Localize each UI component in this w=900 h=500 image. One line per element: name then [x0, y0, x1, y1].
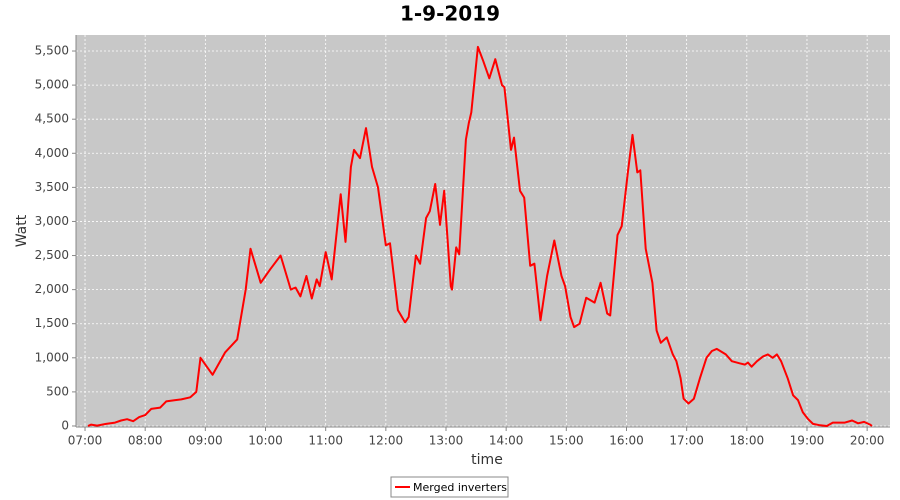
- x-tick-label: 08:00: [128, 434, 163, 448]
- legend-label: Merged inverters: [413, 481, 507, 494]
- x-tick-label: 12:00: [369, 434, 404, 448]
- x-tick-label: 20:00: [850, 434, 885, 448]
- x-tick-label: 15:00: [549, 434, 584, 448]
- y-tick-label: 2,000: [35, 282, 69, 296]
- x-tick-label: 11:00: [308, 434, 343, 448]
- y-tick-label: 4,000: [35, 146, 69, 160]
- y-tick-label: 1,500: [35, 316, 69, 330]
- x-tick-label: 10:00: [248, 434, 283, 448]
- y-tick-label: 3,500: [35, 180, 69, 194]
- y-tick-label: 5,500: [35, 44, 69, 58]
- x-tick-label: 09:00: [188, 434, 223, 448]
- y-tick-label: 2,500: [35, 248, 69, 262]
- plot-area: [76, 35, 890, 427]
- chart-title: 1-9-2019: [400, 2, 500, 26]
- legend: [390, 476, 509, 498]
- data-line: [87, 45, 873, 427]
- x-tick-label: 18:00: [730, 434, 765, 448]
- x-tick-label: 13:00: [429, 434, 464, 448]
- y-tick-label: 5,000: [35, 78, 69, 92]
- x-tick-label: 19:00: [790, 434, 825, 448]
- x-tick-label: 16:00: [609, 434, 644, 448]
- x-axis-label: time: [471, 452, 503, 468]
- x-tick-label: 17:00: [669, 434, 704, 448]
- x-tick-label: 14:00: [489, 434, 524, 448]
- y-tick-label: 3,000: [35, 214, 69, 228]
- y-tick-label: 1,000: [35, 350, 69, 364]
- x-tick-label: 07:00: [68, 434, 103, 448]
- y-tick-label: 500: [46, 384, 69, 398]
- y-axis-label: Watt: [14, 214, 30, 247]
- y-tick-label: 0: [61, 418, 69, 432]
- y-tick-label: 4,500: [35, 112, 69, 126]
